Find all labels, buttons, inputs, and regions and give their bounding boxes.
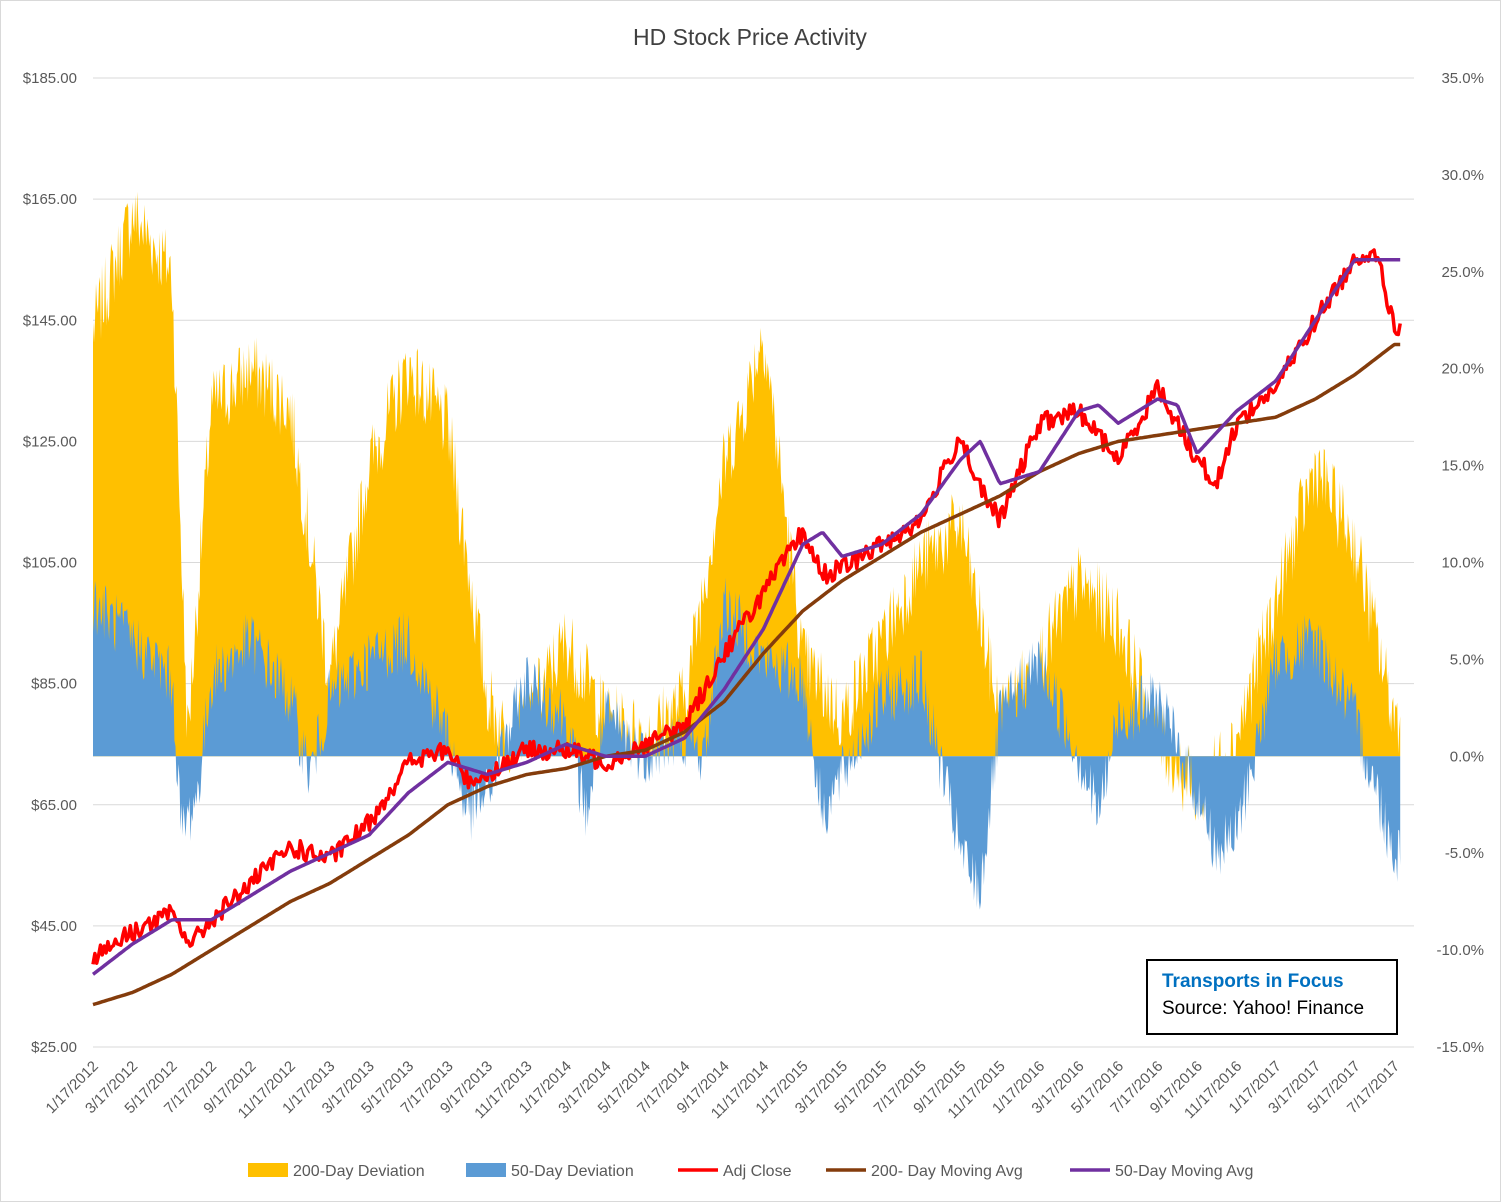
right-tick-label: 5.0% <box>1450 651 1484 668</box>
left-tick-label: $65.00 <box>31 797 77 814</box>
series-1-area <box>93 577 1401 910</box>
right-tick-label: 20.0% <box>1441 361 1484 378</box>
right-tick-label: -5.0% <box>1445 845 1484 862</box>
legend-item: 50-Day Moving Avg <box>1070 1163 1253 1180</box>
source-box: Transports in Focus Source: Yahoo! Finan… <box>1146 959 1398 1035</box>
left-tick-label: $185.00 <box>23 70 77 87</box>
right-axis-ticks: 35.0% 30.0% 25.0% 20.0% 15.0% 10.0% 5.0% 0.0% -5… <box>1436 70 1484 1056</box>
left-tick-label: $165.00 <box>23 191 77 208</box>
right-tick-label: 30.0% <box>1441 167 1484 184</box>
legend-item: Adj Close <box>678 1163 792 1180</box>
left-tick-label: $125.00 <box>23 433 77 450</box>
legend: 200-Day Deviation 50-Day Deviation Adj Clo… <box>248 1163 1253 1180</box>
legend-swatch <box>466 1163 506 1177</box>
left-tick-label: $105.00 <box>23 555 77 572</box>
legend-item: 200- Day Moving Avg <box>826 1163 1023 1180</box>
right-tick-label: 25.0% <box>1441 264 1484 281</box>
legend-label: 50-Day Moving Avg <box>1115 1163 1253 1180</box>
right-tick-label: 0.0% <box>1450 748 1484 765</box>
deviation-areas <box>93 191 1401 910</box>
source-title: Transports in Focus <box>1162 971 1344 992</box>
right-tick-label: 10.0% <box>1441 555 1484 572</box>
left-tick-label: $45.00 <box>31 918 77 935</box>
legend-label: Adj Close <box>723 1163 792 1180</box>
left-axis-ticks: $185.00 $165.00 $145.00 $125.00 $105.00 $85.0… <box>23 70 77 1056</box>
left-tick-label: $85.00 <box>31 676 77 693</box>
left-tick-label: $145.00 <box>23 312 77 329</box>
series-3-line <box>92 342 1401 1007</box>
series-0-area <box>93 191 1401 822</box>
right-tick-label: -10.0% <box>1436 942 1484 959</box>
price-lines <box>91 248 1402 1007</box>
source-text: Source: Yahoo! Finance <box>1162 998 1365 1019</box>
x-axis-ticks: 1/17/20123/17/20125/17/20127/17/20129/17… <box>43 1058 1403 1122</box>
legend-item: 50-Day Deviation <box>466 1163 634 1180</box>
right-tick-label: -15.0% <box>1436 1039 1484 1056</box>
right-tick-label: 15.0% <box>1441 458 1484 475</box>
legend-label: 200-Day Deviation <box>293 1163 425 1180</box>
right-tick-label: 35.0% <box>1441 70 1484 87</box>
legend-swatch <box>248 1163 288 1177</box>
legend-label: 50-Day Deviation <box>511 1163 634 1180</box>
legend-item: 200-Day Deviation <box>248 1163 425 1180</box>
chart-title: HD Stock Price Activity <box>633 24 867 50</box>
left-tick-label: $25.00 <box>31 1039 77 1056</box>
legend-label: 200- Day Moving Avg <box>871 1163 1023 1180</box>
series-4-line <box>91 257 1401 976</box>
